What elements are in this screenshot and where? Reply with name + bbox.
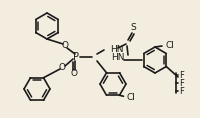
Text: HN: HN: [112, 53, 125, 61]
Text: HN: HN: [110, 44, 124, 53]
Text: P: P: [73, 52, 79, 62]
Text: F: F: [179, 70, 184, 80]
Text: Cl: Cl: [127, 93, 135, 102]
Text: F: F: [179, 78, 184, 88]
Text: O: O: [70, 70, 78, 78]
Text: O: O: [58, 63, 66, 72]
Text: F: F: [179, 86, 184, 95]
Text: Cl: Cl: [165, 40, 174, 49]
Text: S: S: [130, 23, 136, 32]
Text: O: O: [62, 42, 68, 51]
